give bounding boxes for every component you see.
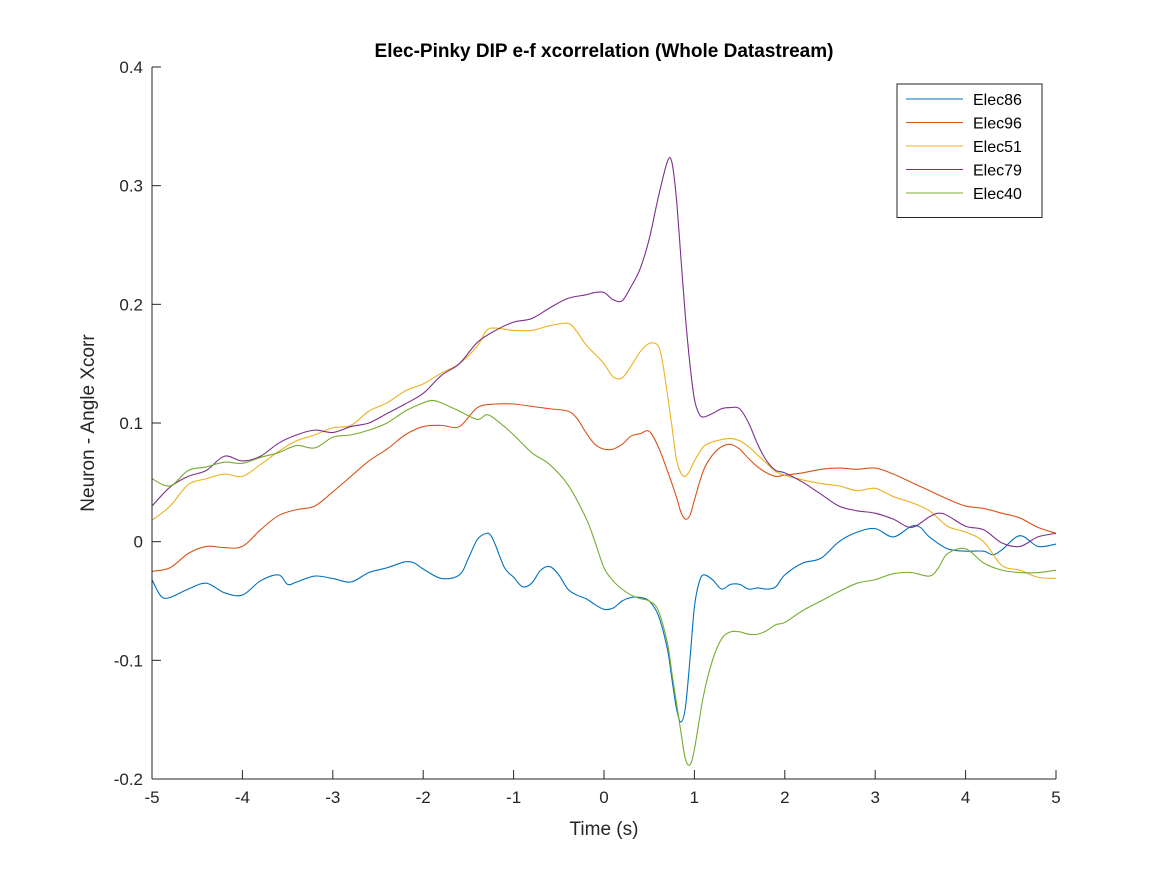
x-tick-label: 0 bbox=[599, 788, 608, 807]
y-tick-label: 0.2 bbox=[119, 295, 143, 314]
x-tick-label: 2 bbox=[780, 788, 789, 807]
x-tick-label: -1 bbox=[506, 788, 521, 807]
chart-title: Elec-Pinky DIP e-f xcorrelation (Whole D… bbox=[375, 41, 834, 62]
legend-label-elec86: Elec86 bbox=[973, 92, 1022, 109]
series-line-elec96 bbox=[151, 403, 1057, 572]
y-tick-label: 0.4 bbox=[119, 58, 143, 77]
x-tick-label: 5 bbox=[1051, 788, 1060, 807]
legend-label-elec96: Elec96 bbox=[973, 116, 1022, 133]
x-axis-label: Time (s) bbox=[570, 819, 639, 840]
series-line-elec40 bbox=[151, 399, 1057, 766]
legend-label-elec40: Elec40 bbox=[973, 186, 1022, 203]
series-line-elec86 bbox=[151, 524, 1057, 723]
series-line-elec79 bbox=[151, 156, 1057, 548]
legend: Elec86 Elec96 Elec51 Elec79 Elec40 bbox=[896, 83, 1043, 218]
legend-label-elec51: Elec51 bbox=[973, 139, 1022, 156]
tick-layer: -5 -4 -3 -2 -1 0 1 2 3 4 5 -0.2 -0.1 0 0.1 0.2 0.3 0.4 bbox=[114, 58, 1061, 807]
y-tick-label: 0.1 bbox=[119, 414, 143, 433]
x-tick-label: -5 bbox=[144, 788, 159, 807]
x-tick-label: -3 bbox=[325, 788, 340, 807]
y-tick-label: 0 bbox=[134, 533, 143, 552]
y-axis-label: Neuron - Angle Xcorr bbox=[78, 334, 99, 512]
y-tick-label: -0.1 bbox=[114, 651, 143, 670]
legend-box bbox=[896, 83, 1043, 218]
series-line-elec51 bbox=[151, 322, 1057, 579]
legend-label-elec79: Elec79 bbox=[973, 163, 1022, 180]
y-tick-label: -0.2 bbox=[114, 770, 143, 789]
x-tick-label: -4 bbox=[235, 788, 250, 807]
series-layer bbox=[151, 156, 1057, 766]
x-tick-label: 3 bbox=[870, 788, 879, 807]
y-tick-label: 0.3 bbox=[119, 177, 143, 196]
x-tick-label: -2 bbox=[416, 788, 431, 807]
x-tick-label: 1 bbox=[690, 788, 699, 807]
x-tick-label: 4 bbox=[961, 788, 970, 807]
